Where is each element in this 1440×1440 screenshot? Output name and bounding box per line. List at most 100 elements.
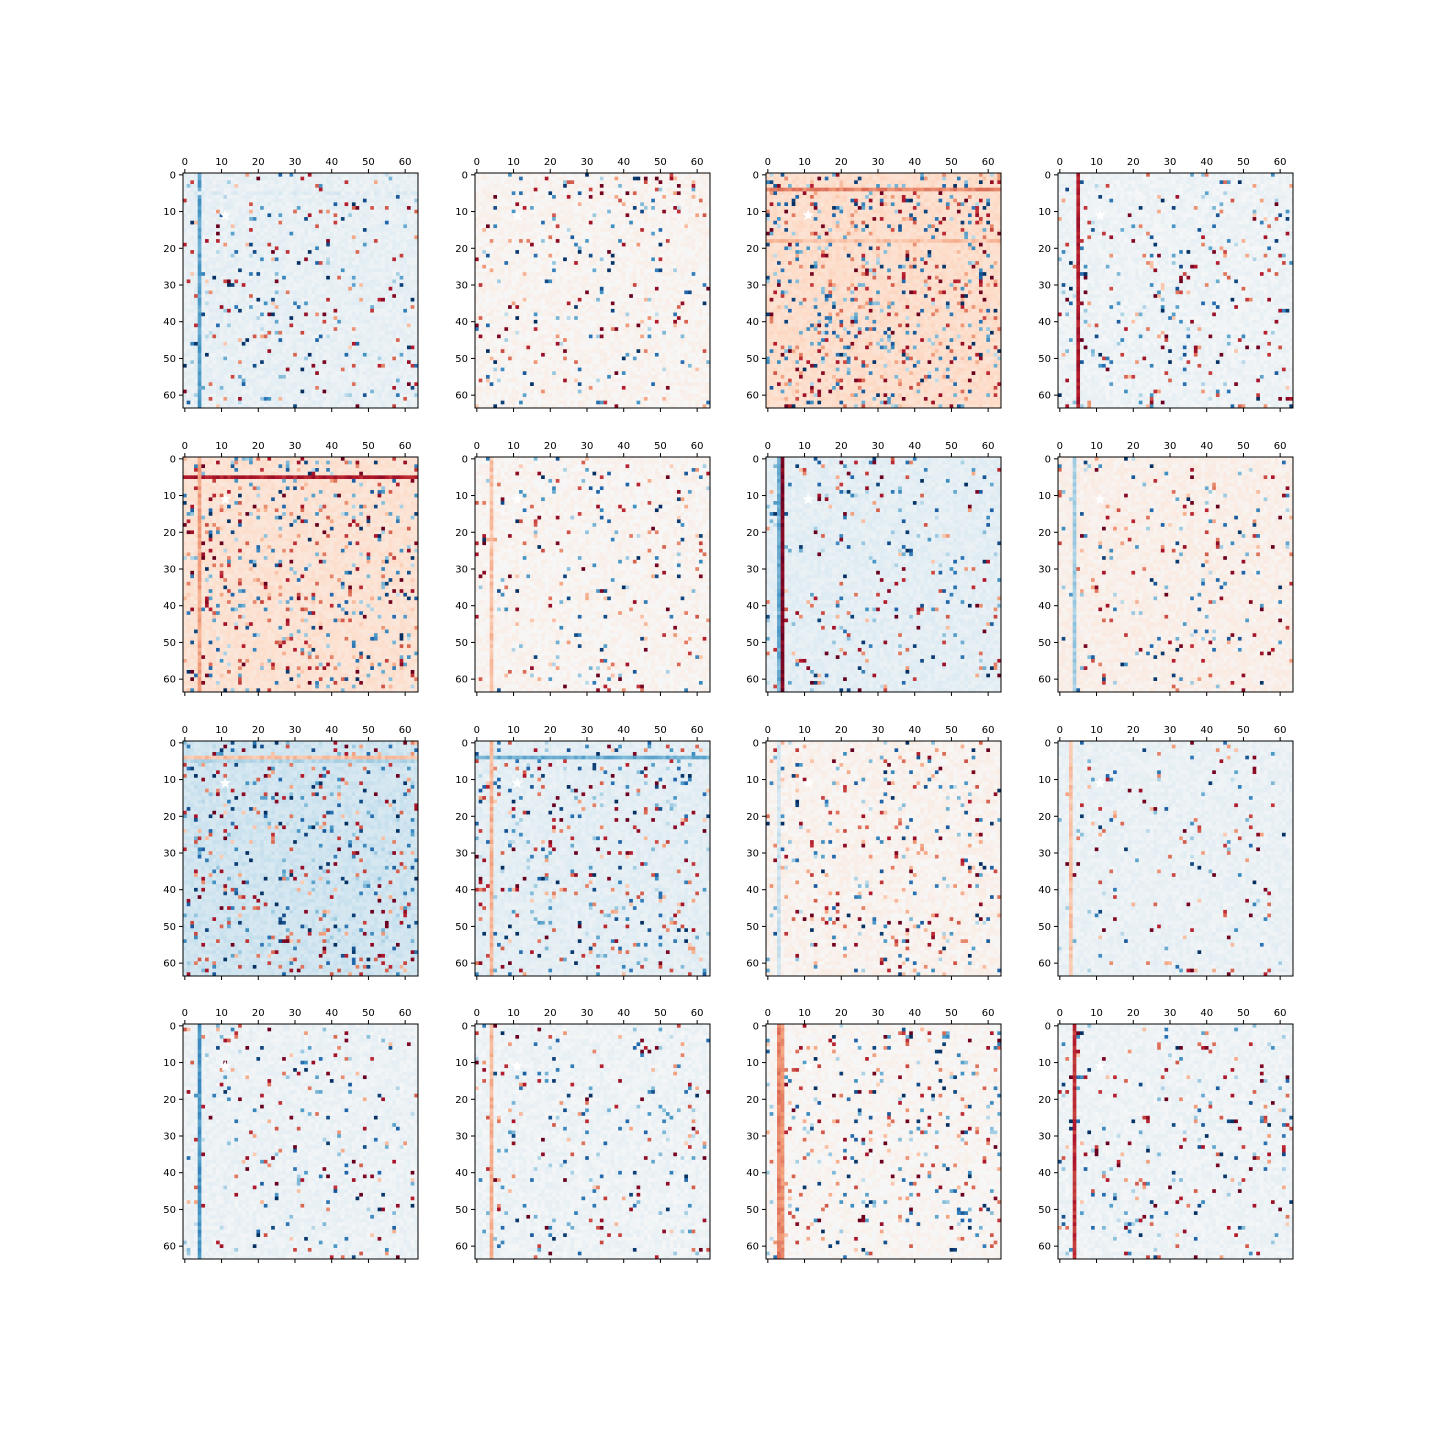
heatmap-cell (367, 246, 371, 250)
heatmap-cell (267, 261, 271, 265)
heatmap-cell (352, 235, 356, 239)
heatmap-cell (271, 202, 275, 206)
heatmap-cell (201, 257, 205, 261)
heatmap-cell (359, 287, 363, 291)
heatmap-cell (312, 254, 316, 258)
heatmap-cell (326, 246, 330, 250)
heatmap-cell (209, 283, 213, 287)
heatmap-cell (278, 291, 282, 295)
heatmap-cell (308, 268, 312, 272)
heatmap-cell (359, 235, 363, 239)
heatmap-cell (264, 177, 268, 181)
heatmap-cell (341, 257, 345, 261)
heatmap-cell (187, 173, 191, 177)
heatmap-cell (308, 188, 312, 192)
heatmap-cell (183, 246, 187, 250)
heatmap-cell (363, 180, 367, 184)
heatmap-cell (209, 180, 213, 184)
heatmap-cell (403, 246, 407, 250)
heatmap-cell (278, 224, 282, 228)
heatmap-cell (348, 188, 352, 192)
heatmap-cell (334, 235, 338, 239)
heatmap-cell (209, 184, 213, 188)
heatmap-cell (312, 177, 316, 181)
heatmap-cell (374, 246, 378, 250)
heatmap-cell (385, 195, 389, 199)
heatmap-cell (289, 206, 293, 210)
heatmap-cell (374, 177, 378, 181)
heatmap-cell (227, 279, 231, 283)
heatmap-cell (256, 239, 260, 243)
heatmap-cell (374, 199, 378, 203)
heatmap-cell (304, 246, 308, 250)
heatmap-cell (198, 235, 202, 239)
heatmap-cell (381, 243, 385, 247)
heatmap-cell (242, 232, 246, 236)
heatmap-cell (209, 228, 213, 232)
heatmap-cell (352, 213, 356, 217)
heatmap-cell (319, 239, 323, 243)
heatmap-cell (301, 243, 305, 247)
heatmap-cell (271, 177, 275, 181)
heatmap-cell (190, 221, 194, 225)
heatmap-cell (334, 257, 338, 261)
heatmap-cell (238, 188, 242, 192)
heatmap-cell (337, 287, 341, 291)
heatmap-cell (187, 268, 191, 272)
heatmap-cell (212, 213, 216, 217)
heatmap-cell (374, 191, 378, 195)
heatmap-cell (359, 243, 363, 247)
heatmap-cell (297, 217, 301, 221)
heatmap-cell (345, 232, 349, 236)
heatmap-cell (345, 195, 349, 199)
heatmap-cell (242, 257, 246, 261)
heatmap-cell (231, 177, 235, 181)
heatmap-cell (356, 243, 360, 247)
heatmap-cell (260, 184, 264, 188)
heatmap-cell (359, 221, 363, 225)
heatmap-cell (330, 213, 334, 217)
heatmap-cell (374, 221, 378, 225)
heatmap-cell (264, 217, 268, 221)
heatmap-cell (323, 287, 327, 291)
heatmap-cell (330, 224, 334, 228)
heatmap-cell (198, 261, 202, 265)
heatmap-cell (260, 265, 264, 269)
heatmap-cell (374, 235, 378, 239)
heatmap-cell (238, 195, 242, 199)
heatmap-cell (392, 257, 396, 261)
heatmap-cell (242, 261, 246, 265)
heatmap-cell (337, 246, 341, 250)
heatmap-cell (403, 188, 407, 192)
heatmap-cell (352, 188, 356, 192)
heatmap-cell (190, 195, 194, 199)
heatmap-cell (275, 213, 279, 217)
heatmap-cell (337, 257, 341, 261)
heatmap-cell (370, 254, 374, 258)
heatmap-cell (367, 195, 371, 199)
heatmap-cell (201, 177, 205, 181)
heatmap-cell (334, 276, 338, 280)
heatmap-cell (326, 261, 330, 265)
heatmap-cell (319, 228, 323, 232)
heatmap-cell (411, 254, 415, 258)
heatmap-cell (359, 195, 363, 199)
heatmap-cell (190, 184, 194, 188)
heatmap-cell (205, 184, 209, 188)
heatmap-cell (209, 287, 213, 291)
heatmap-cell (289, 272, 293, 276)
heatmap-cell (198, 250, 202, 254)
heatmap-cell (370, 213, 374, 217)
heatmap-cell (242, 199, 246, 203)
heatmap-cell (334, 265, 338, 269)
heatmap-cell (381, 217, 385, 221)
heatmap-cell (220, 239, 224, 243)
heatmap-cell (304, 191, 308, 195)
heatmap-cell (370, 261, 374, 265)
heatmap-cell (381, 184, 385, 188)
heatmap-cell (312, 272, 316, 276)
heatmap-cell (385, 239, 389, 243)
heatmap-cell (301, 173, 305, 177)
heatmap-cell (223, 173, 227, 177)
heatmap-cell (363, 246, 367, 250)
